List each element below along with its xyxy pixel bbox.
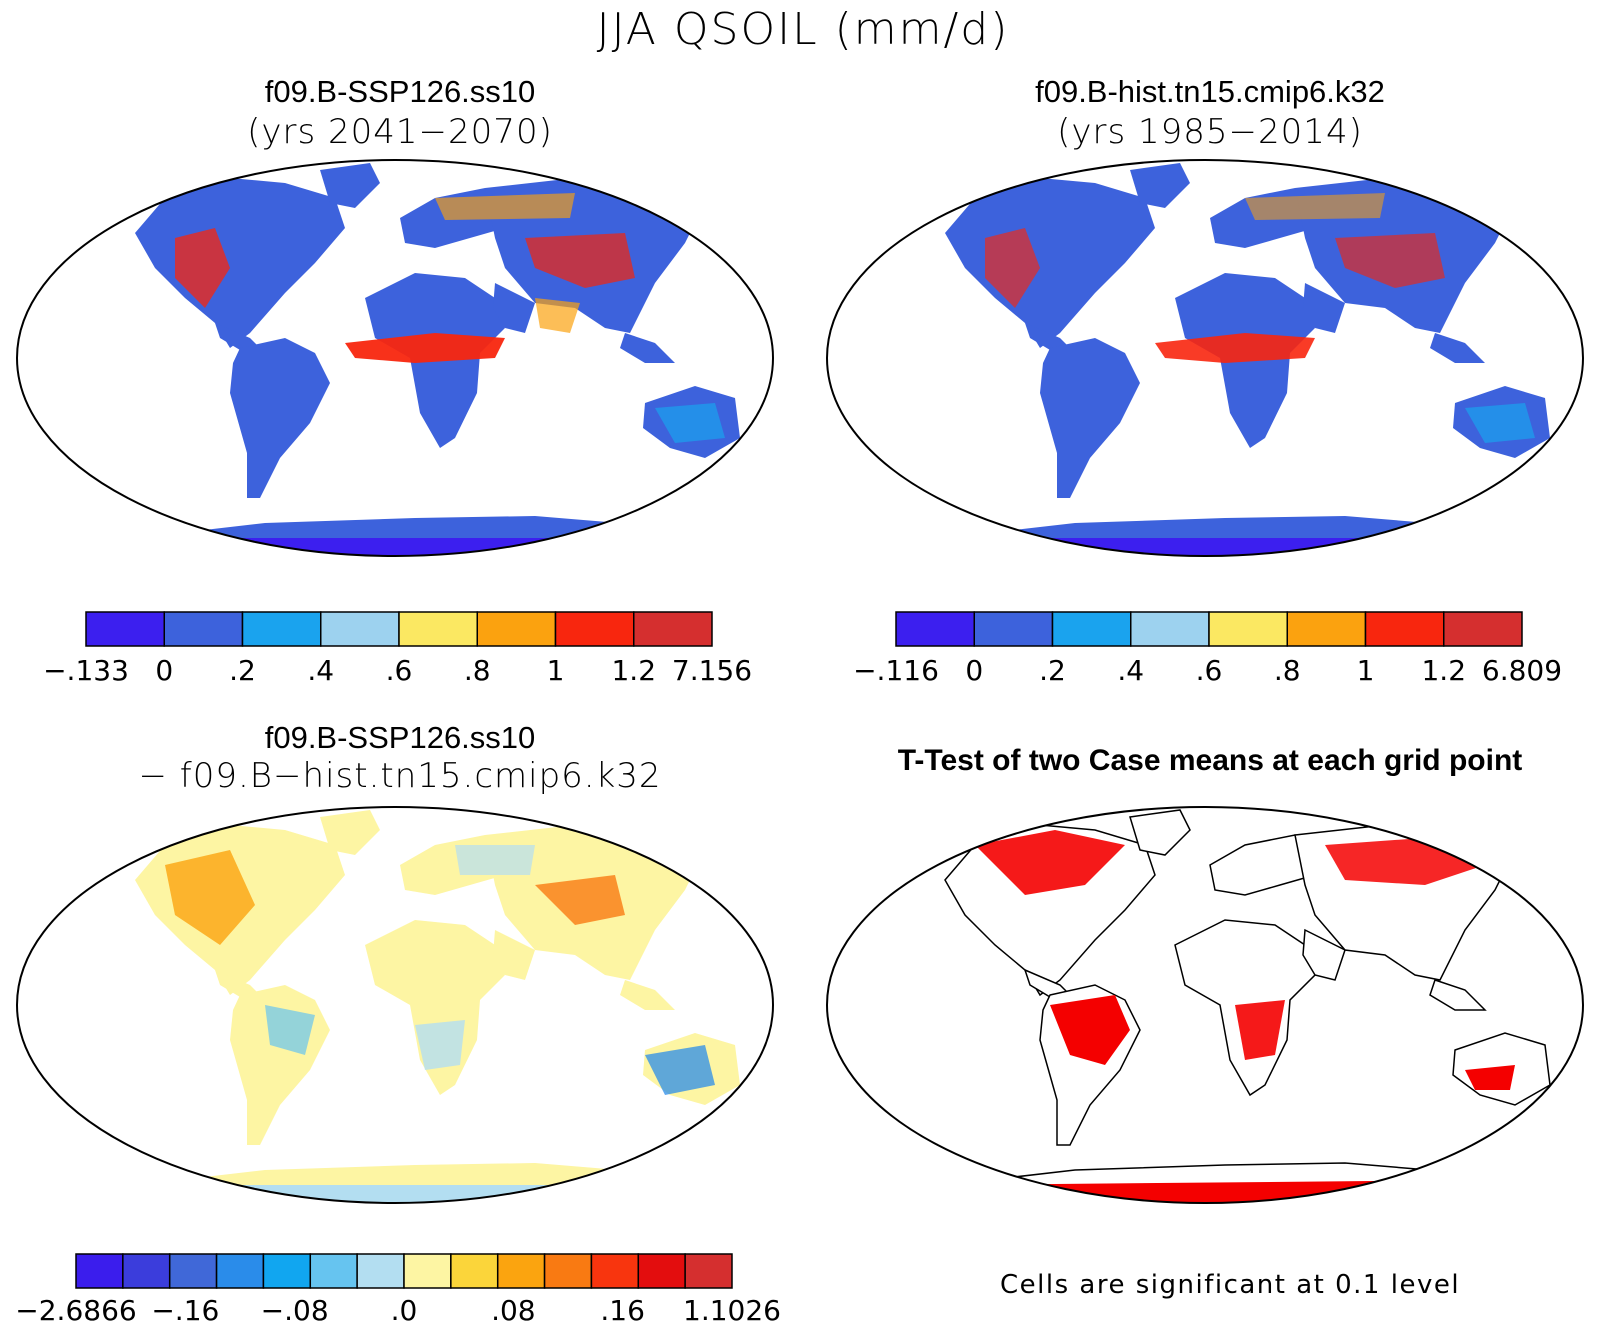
- colorbar-1-label: 7.156: [672, 654, 752, 687]
- colorbar-1-label: .4: [307, 654, 334, 687]
- colorbar-3-label: 1.1026: [683, 1294, 781, 1323]
- colorbar-2-label: 1: [1357, 654, 1375, 687]
- colorbar-1-swatch: [554, 611, 635, 647]
- colorbar-3-label: −2.6866: [15, 1294, 136, 1323]
- colorbar-1-swatch: [398, 611, 478, 647]
- colorbar-1-swatch: [163, 611, 244, 647]
- colorbar-3-swatch: [215, 1253, 265, 1289]
- panel1-map: [16, 159, 774, 557]
- colorbar-2-swatch: [1286, 611, 1367, 647]
- colorbar-1-swatch: [320, 611, 400, 647]
- colorbar-1-label: −.133: [43, 654, 129, 687]
- colorbar-2-swatch: [973, 611, 1054, 647]
- panel3-title: f09.B-SSP126.ss10: [264, 720, 536, 755]
- colorbar-1-label: 1.2: [611, 654, 656, 687]
- colorbar-2-label: .8: [1274, 654, 1301, 687]
- panel4-title: T-Test of two Case means at each grid po…: [897, 744, 1523, 777]
- colorbar-3-label: −.16: [151, 1294, 219, 1323]
- colorbar-3-label: −.08: [261, 1294, 329, 1323]
- colorbar-2-label: 1.2: [1421, 654, 1466, 687]
- colorbar-3-swatch: [543, 1253, 593, 1289]
- colorbar-3-swatch: [496, 1253, 546, 1289]
- panel2-subtitle: (yrs 1985−2014): [1057, 112, 1363, 152]
- colorbar-2-swatch: [1443, 611, 1523, 647]
- colorbar-1-swatch: [241, 611, 322, 647]
- panel2-title: f09.B-hist.tn15.cmip6.k32: [1035, 74, 1385, 109]
- colorbar-2-label: 0: [965, 654, 983, 687]
- panel1-title: f09.B-SSP126.ss10: [264, 74, 536, 109]
- colorbar-1-swatch: [85, 611, 165, 647]
- colorbar-1-label: .2: [229, 654, 256, 687]
- colorbar-1-swatch: [633, 611, 713, 647]
- colorbar-3-swatch: [684, 1253, 733, 1289]
- panel4-map: [826, 806, 1584, 1204]
- colorbar-2-label: .6: [1196, 654, 1223, 687]
- colorbar-3-swatch: [637, 1253, 686, 1289]
- colorbar-3-label: .08: [491, 1294, 536, 1323]
- colorbar-3-swatch: [356, 1253, 405, 1289]
- colorbar-3-swatch: [590, 1253, 640, 1289]
- colorbar-1-swatch: [476, 611, 557, 647]
- colorbar-1-label: 0: [155, 654, 173, 687]
- colorbar-2-swatch: [1130, 611, 1210, 647]
- colorbar-3-swatch: [262, 1253, 312, 1289]
- colorbar-2-swatch: [1051, 611, 1132, 647]
- colorbar-2-label: .4: [1117, 654, 1144, 687]
- colorbar-3-swatch: [168, 1253, 218, 1289]
- panel1-subtitle: (yrs 2041−2070): [247, 112, 553, 152]
- panel2-map: [826, 159, 1584, 557]
- colorbar-3-swatch: [309, 1253, 358, 1289]
- figure-title: JJA QSOIL (mm/d): [596, 4, 1010, 55]
- colorbar-3-label: .16: [600, 1294, 645, 1323]
- colorbar-2-swatch: [1364, 611, 1445, 647]
- colorbar-2-label: .2: [1039, 654, 1066, 687]
- colorbar-3-swatch: [403, 1253, 452, 1289]
- colorbar-2-swatch: [895, 611, 975, 647]
- panel3-subtitle: − f09.B−hist.tn15.cmip6.k32: [138, 756, 662, 796]
- panel4-footnote: Cells are significant at 0.1 level: [1000, 1270, 1461, 1300]
- colorbar-2-label: −.116: [853, 654, 939, 687]
- colorbar-2-label: 6.809: [1482, 654, 1562, 687]
- panel3-map: [16, 806, 774, 1204]
- colorbar-2-swatch: [1208, 611, 1288, 647]
- colorbar-3-swatch: [122, 1253, 171, 1289]
- colorbar-1-label: .8: [464, 654, 491, 687]
- colorbar-1-label: .6: [386, 654, 413, 687]
- colorbar-3-swatch: [450, 1253, 499, 1289]
- colorbar-3-swatch: [75, 1253, 124, 1289]
- colorbar-1-label: 1: [547, 654, 565, 687]
- colorbar-3-label: .0: [391, 1294, 418, 1323]
